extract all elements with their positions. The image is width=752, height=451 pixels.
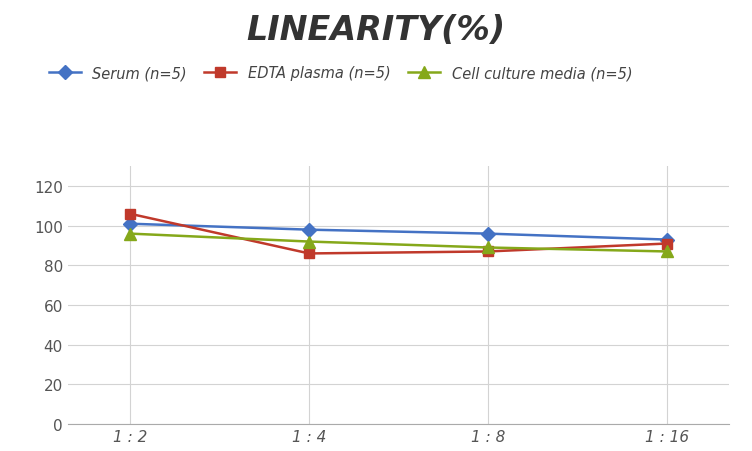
Legend: Serum (n=5), EDTA plasma (n=5), Cell culture media (n=5): Serum (n=5), EDTA plasma (n=5), Cell cul…: [48, 66, 632, 81]
Cell culture media (n=5): [126, 231, 135, 237]
Cell culture media (n=5): [484, 245, 493, 251]
EDTA plasma (n=5): [126, 212, 135, 217]
EDTA plasma (n=5): [663, 241, 672, 247]
Serum (n=5): [663, 237, 672, 243]
Cell culture media (n=5): [663, 249, 672, 255]
Cell culture media (n=5): [305, 239, 314, 245]
Line: Serum (n=5): Serum (n=5): [126, 219, 672, 245]
Line: EDTA plasma (n=5): EDTA plasma (n=5): [126, 209, 672, 259]
Line: Cell culture media (n=5): Cell culture media (n=5): [125, 229, 672, 258]
EDTA plasma (n=5): [484, 249, 493, 255]
Text: LINEARITY(%): LINEARITY(%): [247, 14, 505, 46]
Serum (n=5): [305, 227, 314, 233]
EDTA plasma (n=5): [305, 251, 314, 257]
Serum (n=5): [126, 221, 135, 227]
Serum (n=5): [484, 231, 493, 237]
